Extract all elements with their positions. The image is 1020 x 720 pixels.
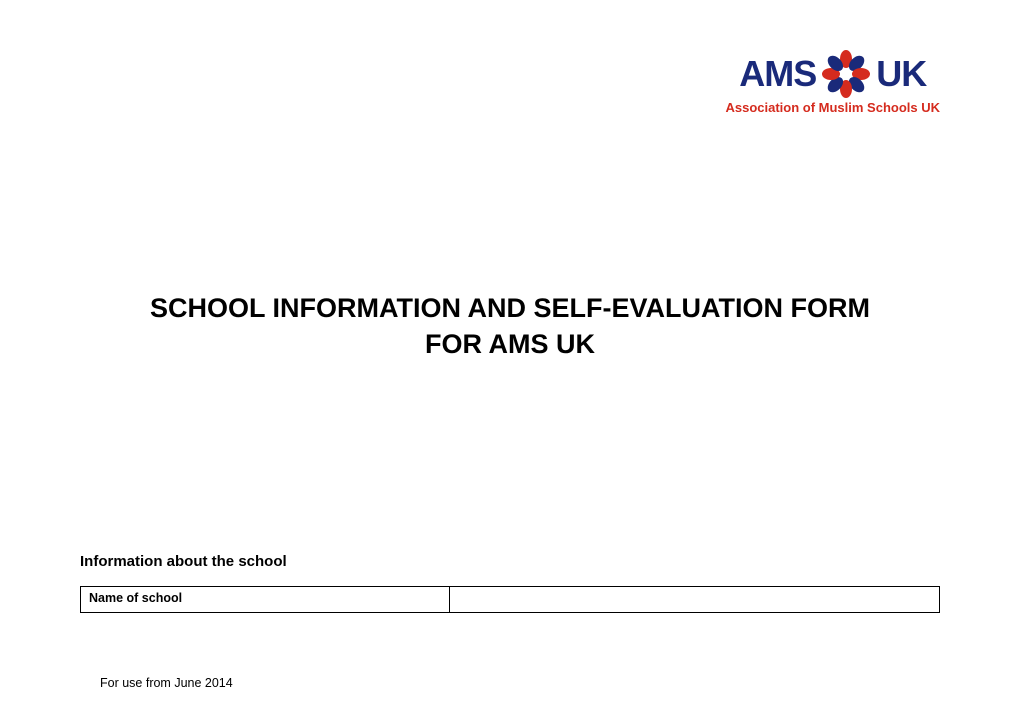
main-title: SCHOOL INFORMATION AND SELF-EVALUATION F… (80, 290, 940, 363)
footer-note: For use from June 2014 (100, 676, 233, 690)
logo-text-right: UK (876, 53, 926, 95)
document-page: AMS UK Associa (0, 0, 1020, 720)
logo-text-left: AMS (739, 53, 816, 95)
logo-subtitle: Association of Muslim Schools UK (725, 100, 940, 115)
logo-block: AMS UK Associa (725, 50, 940, 115)
logo-main-row: AMS UK (725, 50, 940, 98)
title-line-2: FOR AMS UK (425, 329, 595, 359)
flower-icon (822, 50, 870, 98)
row-value-name-of-school[interactable] (450, 586, 940, 612)
section-heading: Information about the school (80, 553, 940, 570)
title-line-1: SCHOOL INFORMATION AND SELF-EVALUATION F… (150, 293, 870, 323)
row-label-name-of-school: Name of school (81, 586, 450, 612)
table-row: Name of school (81, 586, 940, 612)
title-heading: SCHOOL INFORMATION AND SELF-EVALUATION F… (80, 290, 940, 363)
school-info-table: Name of school (80, 586, 940, 613)
